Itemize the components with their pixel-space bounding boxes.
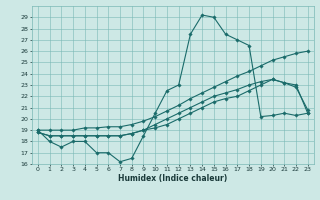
X-axis label: Humidex (Indice chaleur): Humidex (Indice chaleur) xyxy=(118,174,228,183)
